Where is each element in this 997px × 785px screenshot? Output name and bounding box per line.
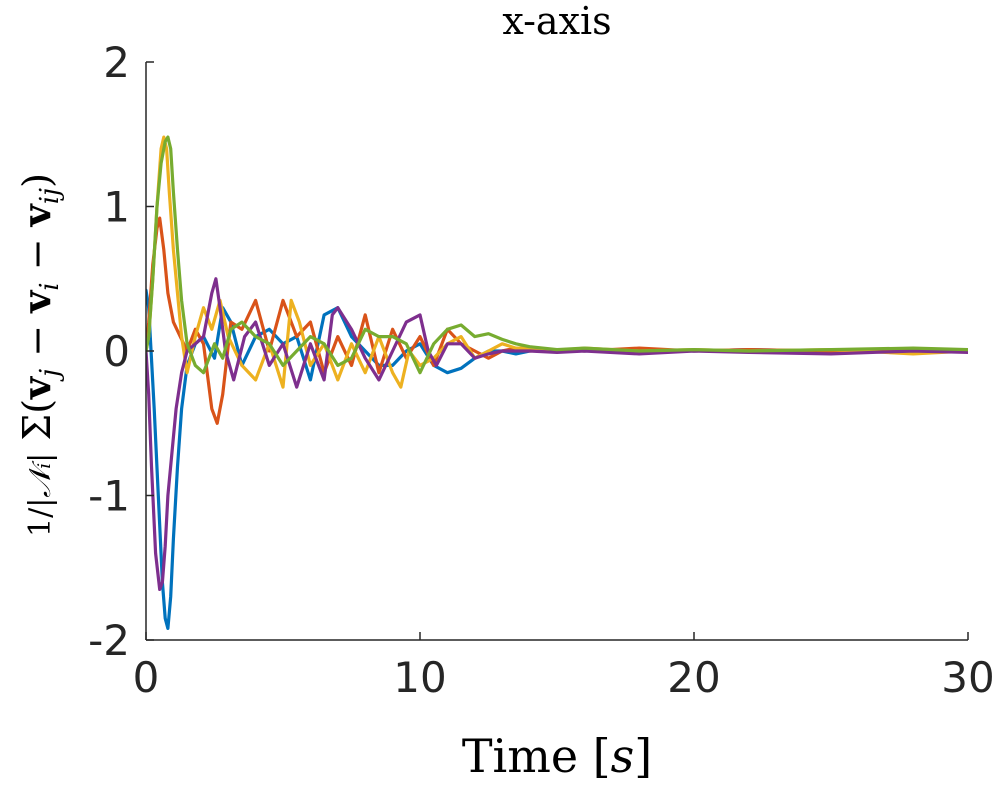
x-tick-label: 10 xyxy=(393,653,446,702)
series-layer xyxy=(146,135,968,631)
y-tick-label: -1 xyxy=(88,472,130,521)
series-line-2 xyxy=(146,216,968,425)
chart-title: x-axis xyxy=(502,0,611,43)
x-tick-label: 0 xyxy=(133,653,160,702)
y-tick-label: 1 xyxy=(103,183,130,232)
y-tick-label: -2 xyxy=(88,616,130,665)
x-axis-title: Time [s] xyxy=(462,729,652,783)
series-line-1 xyxy=(146,288,968,631)
y-axis-title: 1/|𝒩ᵢ| Σ(vj − vi − vij) xyxy=(14,173,65,537)
series-line-5 xyxy=(146,135,968,375)
y-tick-label: 0 xyxy=(103,327,130,376)
series-line-4 xyxy=(146,277,968,592)
y-tick-label: 2 xyxy=(103,38,130,87)
x-tick-label: 30 xyxy=(941,653,994,702)
x-tick-label: 20 xyxy=(667,653,720,702)
svg-text:1/|𝒩ᵢ| Σ(vj − vi − vij): 1/|𝒩ᵢ| Σ(vj − vi − vij) xyxy=(14,173,65,537)
